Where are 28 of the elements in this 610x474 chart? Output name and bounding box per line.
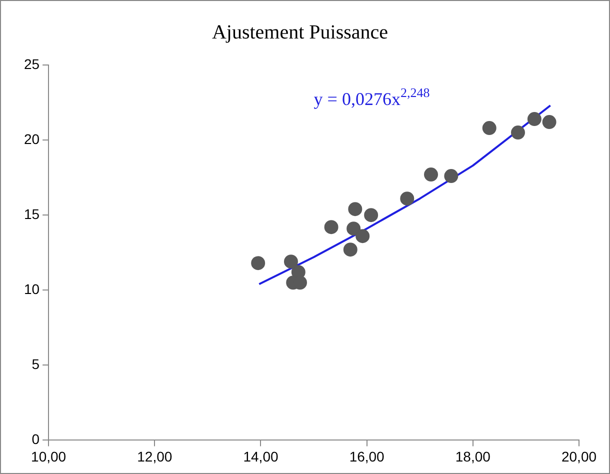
y-tick-label: 10 (24, 280, 40, 297)
point (482, 121, 496, 136)
point (356, 229, 370, 244)
point (444, 169, 458, 184)
point (343, 242, 358, 257)
x-tick-label: 14,00 (243, 448, 278, 464)
point (251, 256, 266, 270)
y-tick-label: 25 (24, 56, 40, 72)
point (400, 192, 414, 206)
point (542, 115, 556, 130)
point (424, 168, 438, 182)
x-tick-label: 20,00 (561, 448, 597, 464)
x-tick-label: 18,00 (455, 448, 491, 464)
point (364, 208, 378, 222)
point (284, 254, 298, 269)
y-tick-label: 15 (24, 206, 40, 222)
point (527, 112, 542, 126)
point (346, 222, 361, 236)
y-tick-label: 0 (32, 431, 40, 448)
y-tick-label: 5 (32, 356, 40, 372)
point (511, 126, 525, 140)
x-tick-label: 10,00 (31, 448, 66, 464)
x-tick-label: 12,00 (137, 448, 172, 464)
chart-title: Ajustement Puissance (212, 21, 388, 44)
point (348, 202, 362, 216)
x-tick-label: 16,00 (349, 448, 385, 464)
y-tick-label: 20 (24, 130, 40, 147)
point (324, 220, 338, 234)
